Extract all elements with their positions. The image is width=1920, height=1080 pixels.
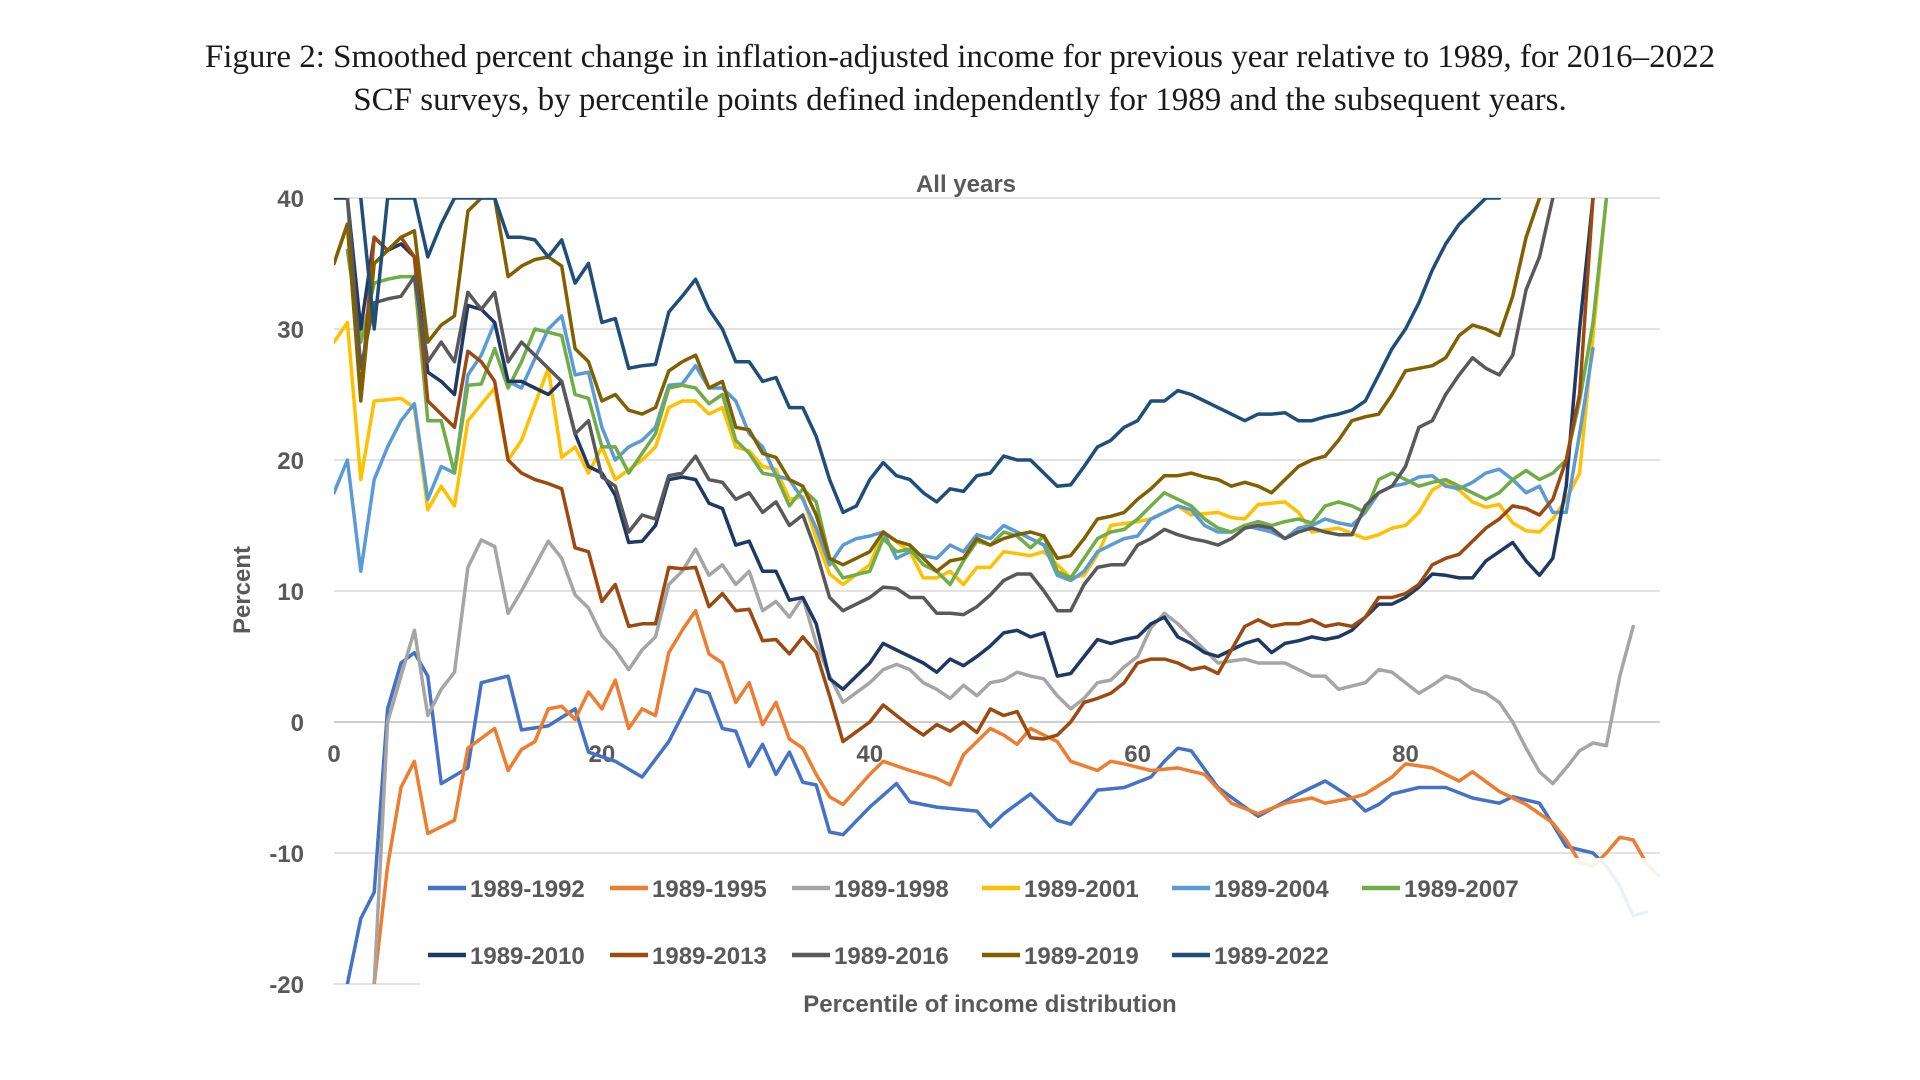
series-line-1989-1998 — [372, 538, 1635, 984]
legend-label: 1989-2001 — [1024, 876, 1139, 903]
legend-background — [420, 858, 1820, 988]
legend-label: 1989-2010 — [470, 943, 585, 970]
y-axis-ticks: -20 -10 0 10 20 30 40 — [269, 186, 304, 999]
y-tick-label: 0 — [291, 710, 304, 737]
legend: 1989-1992 1989-1995 1989-1998 1989-2001 1989… — [420, 858, 1820, 988]
y-tick-label: 40 — [277, 186, 304, 213]
series-line-1989-2007 — [345, 198, 1609, 587]
caption-line-1: Figure 2: Smoothed percent change in inf… — [204, 39, 1716, 75]
series-line-1989-2013 — [334, 198, 1595, 744]
chart-title: All years — [916, 171, 1016, 198]
legend-label: 1989-2022 — [1214, 943, 1329, 970]
legend-label: 1989-2019 — [1024, 943, 1139, 970]
x-tick-label: 0 — [327, 741, 340, 768]
y-tick-label: -20 — [269, 972, 304, 999]
y-tick-label: 10 — [277, 579, 304, 606]
x-axis-label: Percentile of income distribution — [803, 991, 1176, 1018]
y-tick-label: -10 — [269, 841, 304, 868]
legend-label: 1989-2007 — [1404, 876, 1519, 903]
series-line-1989-2001 — [334, 198, 1609, 587]
series-line-1989-1992 — [345, 650, 1649, 984]
series-line-1989-2016 — [345, 198, 1555, 617]
series-line-1989-2019 — [334, 198, 1542, 574]
series-line-1989-1995 — [372, 608, 1660, 984]
series-line-1989-2010 — [334, 198, 1595, 692]
series-line-1989-2022 — [359, 198, 1502, 515]
legend-label: 1989-1998 — [834, 876, 949, 903]
series-lines — [334, 198, 1660, 984]
legend-label: 1989-2016 — [834, 943, 949, 970]
legend-label: 1989-2013 — [652, 943, 767, 970]
y-tick-label: 30 — [277, 317, 304, 344]
y-tick-label: 20 — [277, 448, 304, 475]
caption-line-2: SCF surveys, by percentile points define… — [353, 82, 1567, 118]
legend-label: 1989-2004 — [1214, 876, 1329, 903]
y-axis-label: Percent — [229, 546, 256, 634]
legend-label: 1989-1995 — [652, 876, 767, 903]
figure-caption: Figure 2: Smoothed percent change in inf… — [0, 36, 1920, 122]
legend-label: 1989-1992 — [470, 876, 585, 903]
